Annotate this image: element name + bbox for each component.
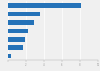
Bar [8,45,23,50]
Bar [8,29,28,33]
Bar [8,37,25,42]
Bar [8,12,40,16]
Bar [8,54,11,58]
Bar [8,3,81,8]
Bar [8,20,34,25]
